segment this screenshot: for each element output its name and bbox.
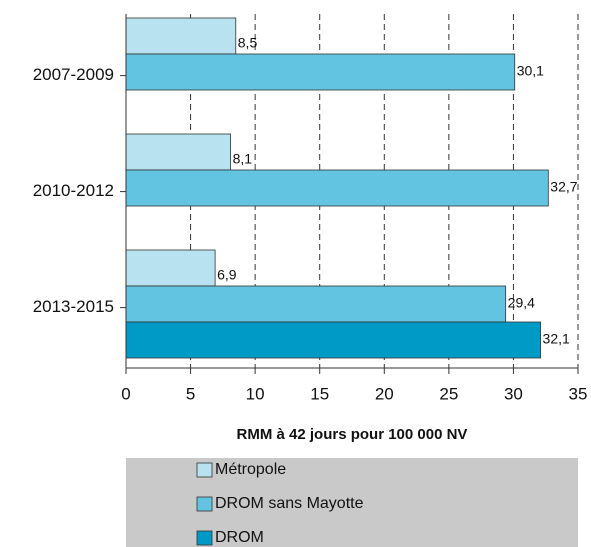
legend-label: DROM sans Mayotte: [215, 495, 364, 512]
value-label: 8,5: [238, 35, 258, 51]
value-label: 8,1: [233, 151, 253, 167]
bar: [125, 249, 216, 287]
legend-swatch: [196, 496, 213, 512]
value-label: 6,9: [217, 267, 237, 283]
bar: [125, 285, 507, 323]
x-tick-label: 25: [439, 384, 458, 403]
x-tick-label: 5: [186, 384, 195, 403]
legend-swatch: [196, 462, 213, 478]
x-axis-label: RMM à 42 jours pour 100 000 NV: [237, 426, 468, 443]
legend-label: DROM: [215, 529, 264, 546]
bar: [125, 321, 541, 359]
legend-swatch: [196, 530, 213, 546]
value-label: 29,4: [508, 295, 535, 311]
bar: [125, 133, 232, 171]
value-label: 32,1: [543, 331, 570, 347]
x-tick-label: 15: [310, 384, 329, 403]
bar: [125, 17, 237, 55]
y-tick-label: 2013-2015: [33, 297, 114, 316]
x-tick-label: 35: [569, 384, 588, 403]
value-label: 30,1: [517, 63, 544, 79]
value-label: 32,7: [550, 179, 577, 195]
x-tick-label: 10: [246, 384, 265, 403]
bar: [125, 169, 549, 207]
y-tick-label: 2007-2009: [33, 65, 114, 84]
x-tick-label: 20: [375, 384, 394, 403]
y-tick-label: 2010-2012: [33, 181, 114, 200]
legend-label: Métropole: [215, 461, 286, 478]
bar: [125, 53, 516, 91]
x-tick-label: 30: [504, 384, 523, 403]
x-tick-label: 0: [121, 384, 130, 403]
